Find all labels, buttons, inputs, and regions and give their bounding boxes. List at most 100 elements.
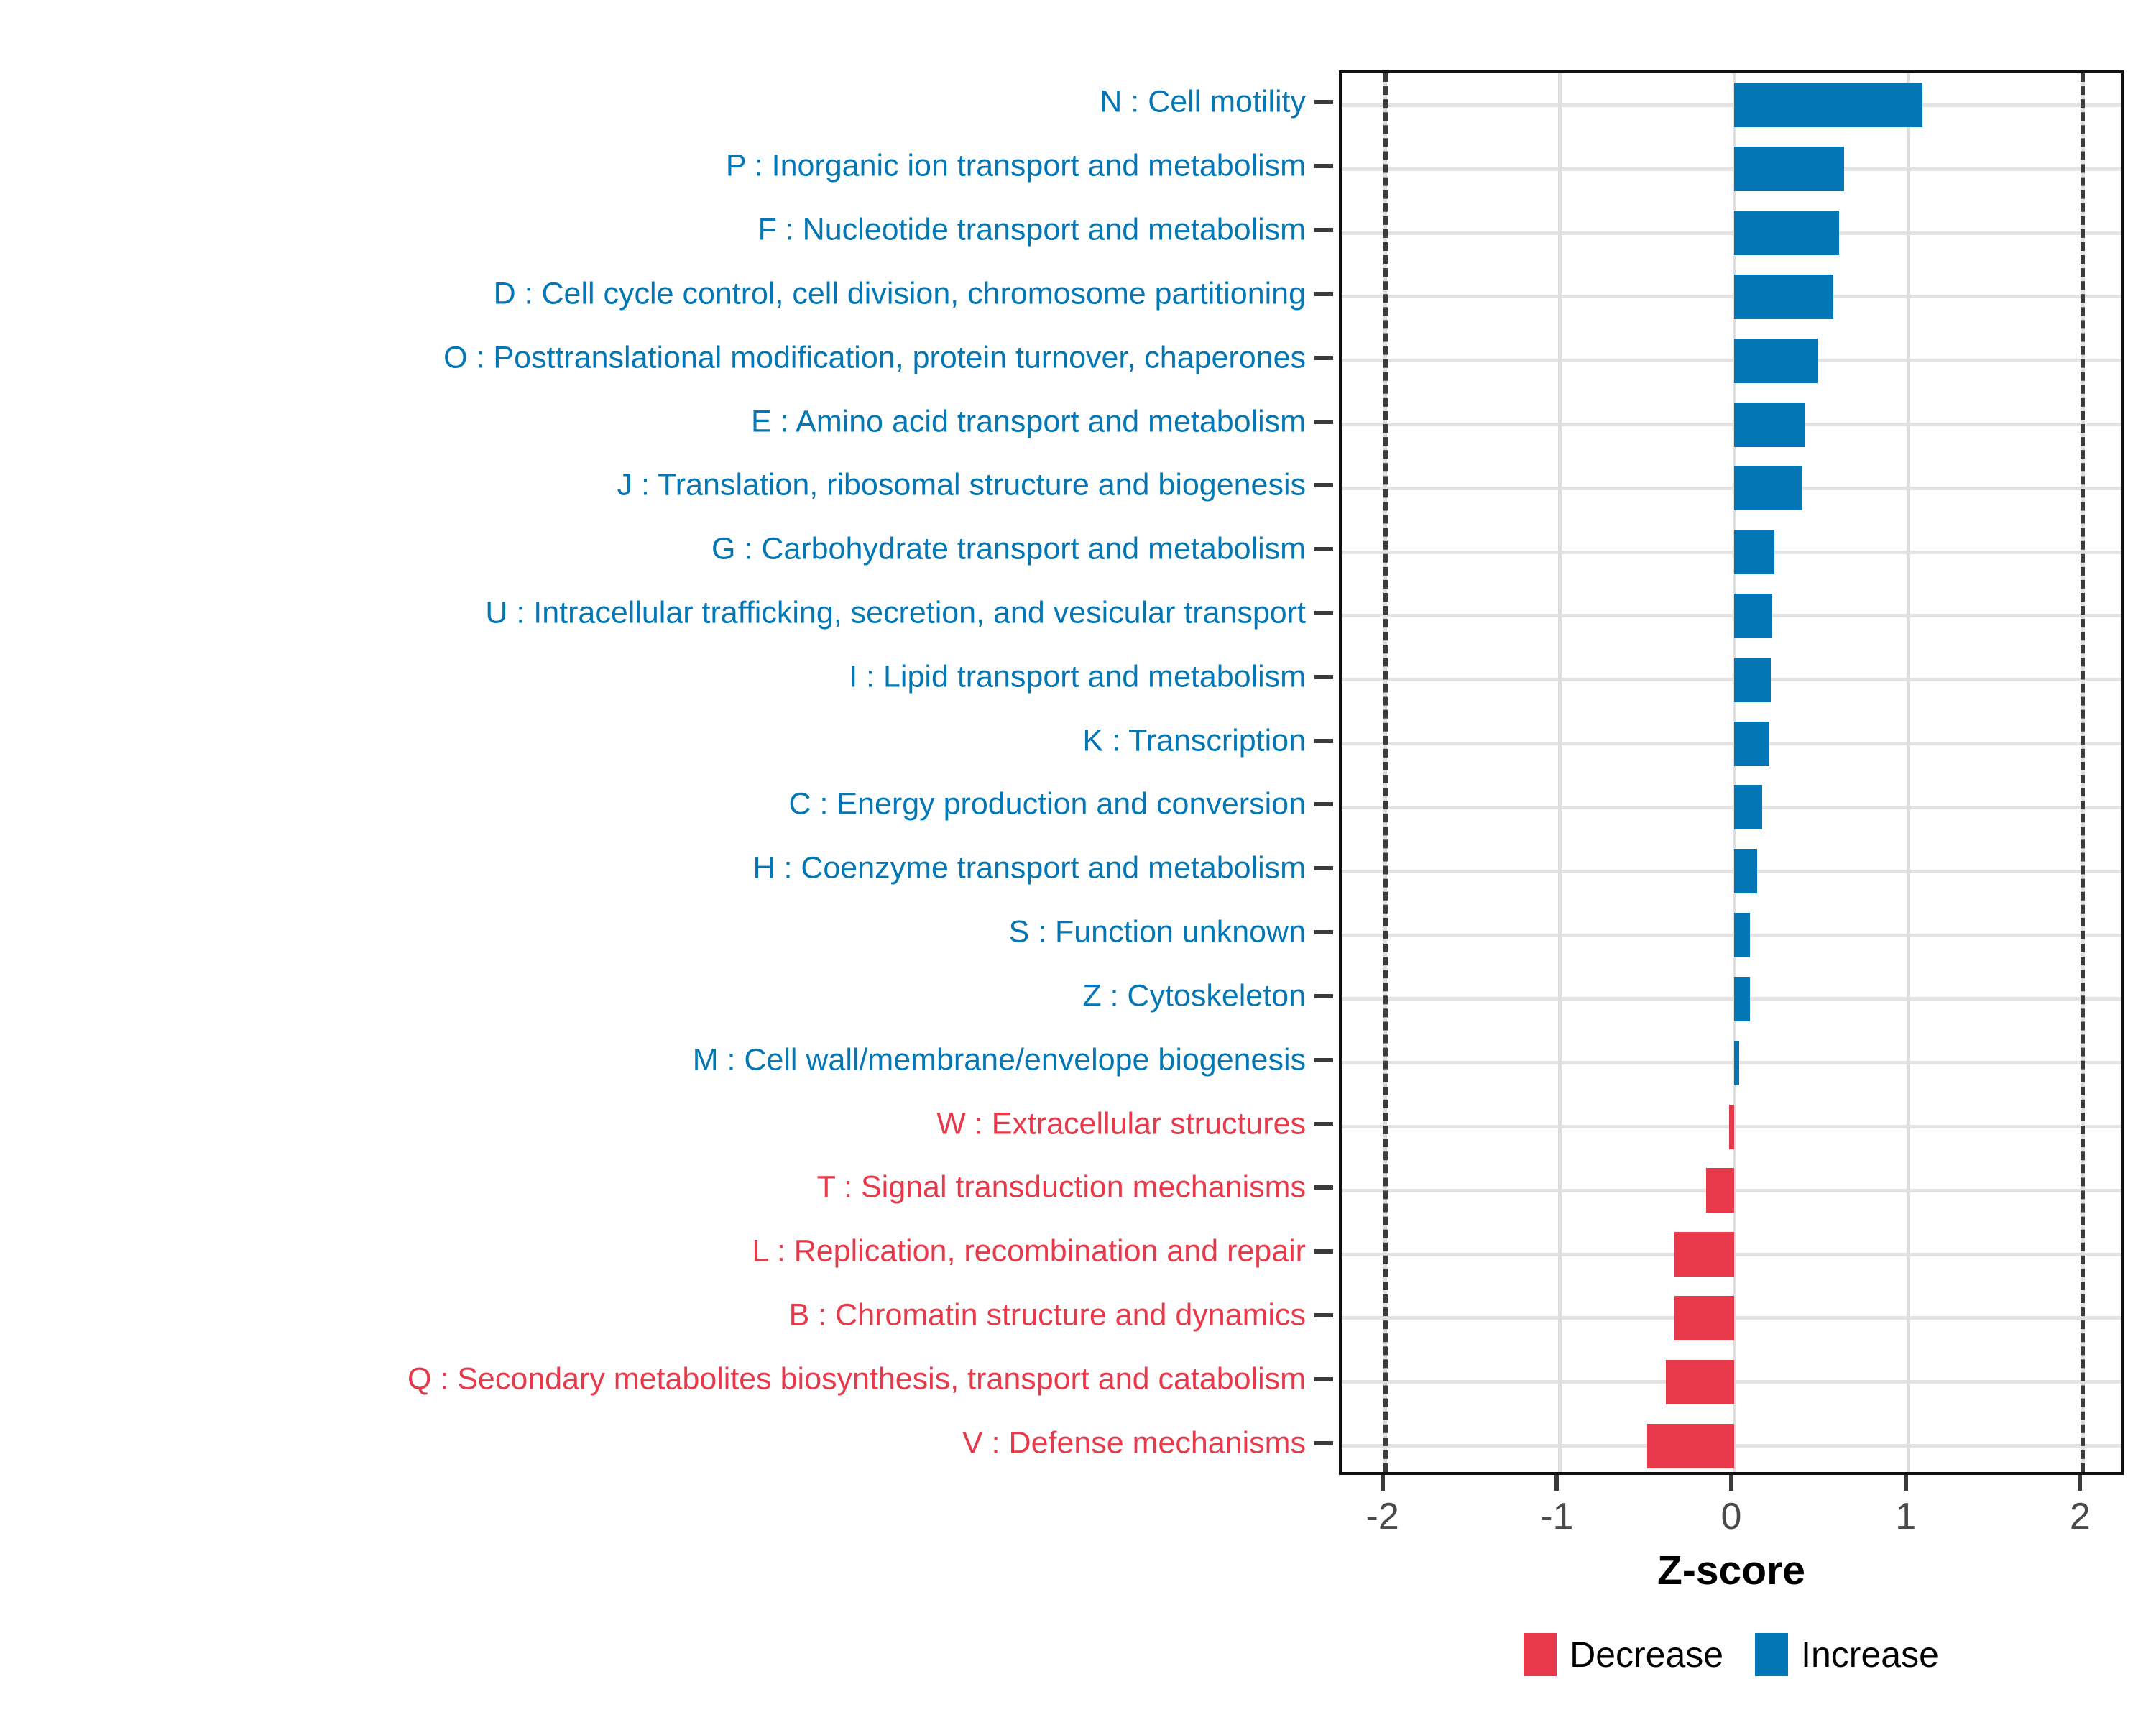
bar	[1734, 211, 1839, 256]
x-axis-tick	[2078, 1475, 2083, 1491]
y-axis-tick	[1314, 547, 1333, 552]
x-axis-tick-label: -2	[1365, 1496, 1399, 1537]
gridline-horizontal	[1342, 869, 2121, 873]
bar	[1734, 785, 1762, 830]
legend-label-decrease: Decrease	[1570, 1634, 1724, 1675]
x-axis-tick-label: 1	[1895, 1496, 1917, 1537]
x-axis-tick	[1903, 1475, 1908, 1491]
bar	[1734, 657, 1771, 702]
x-axis-title: Z-score	[1657, 1547, 1805, 1593]
y-axis-tick	[1314, 674, 1333, 679]
gridline-horizontal	[1342, 550, 2121, 554]
y-axis-tick	[1314, 993, 1333, 998]
bar	[1734, 402, 1806, 447]
gridline-vertical	[1732, 73, 1736, 1472]
y-axis-category-label: F : Nucleotide transport and metabolism	[757, 212, 1306, 247]
y-axis-category-label: H : Coenzyme transport and metabolism	[752, 850, 1306, 886]
y-axis-category-label: C : Energy production and conversion	[788, 786, 1306, 822]
y-axis-tick	[1314, 100, 1333, 105]
bar	[1734, 976, 1750, 1021]
gridline-horizontal	[1342, 742, 2121, 746]
x-axis-tick	[1729, 1475, 1733, 1491]
gridline-horizontal	[1342, 1061, 2121, 1065]
bar	[1734, 83, 1923, 128]
y-axis-category-label: W : Extracellular structures	[936, 1106, 1306, 1141]
y-axis-category-label: K : Transcription	[1082, 723, 1306, 758]
y-axis-category-label: I : Lipid transport and metabolism	[849, 659, 1306, 694]
x-axis-tick	[1380, 1475, 1385, 1491]
gridline-vertical	[1907, 73, 1911, 1472]
legend-item-decrease[interactable]: Decrease	[1524, 1633, 1723, 1676]
gridline-horizontal	[1342, 486, 2121, 490]
y-axis-tick	[1314, 1440, 1333, 1445]
y-axis-tick	[1314, 164, 1333, 169]
legend-label-increase: Increase	[1801, 1634, 1939, 1675]
plot-panel	[1339, 70, 2124, 1475]
gridline-horizontal	[1342, 359, 2121, 363]
y-axis-tick	[1314, 355, 1333, 360]
y-axis-tick	[1314, 1376, 1333, 1381]
bar	[1734, 147, 1844, 192]
bar	[1734, 721, 1769, 766]
bar	[1674, 1232, 1734, 1277]
threshold-line	[1383, 73, 1388, 1472]
y-axis-tick	[1314, 1312, 1333, 1317]
gridline-horizontal	[1342, 614, 2121, 618]
y-axis-category-label: U : Intracellular trafficking, secretion…	[485, 595, 1306, 630]
y-axis-tick	[1314, 419, 1333, 424]
gridline-horizontal	[1342, 678, 2121, 682]
bar	[1646, 1423, 1734, 1468]
x-axis-tick	[1554, 1475, 1560, 1491]
y-axis-tick	[1314, 610, 1333, 615]
threshold-line	[2081, 73, 2086, 1472]
bar	[1728, 1104, 1734, 1149]
y-axis-tick	[1314, 738, 1333, 743]
y-axis-category-label: B : Chromatin structure and dynamics	[788, 1297, 1306, 1333]
bar	[1734, 338, 1818, 383]
y-axis-category-label: D : Cell cycle control, cell division, c…	[493, 276, 1306, 311]
gridline-horizontal	[1342, 167, 2121, 171]
y-axis-category-label: Q : Secondary metabolites biosynthesis, …	[407, 1361, 1306, 1397]
y-axis-category-label: E : Amino acid transport and metabolism	[751, 404, 1306, 438]
y-axis-tick	[1314, 483, 1333, 488]
bar	[1666, 1359, 1734, 1404]
legend-item-increase[interactable]: Increase	[1755, 1633, 1939, 1676]
bar	[1734, 913, 1750, 958]
y-axis-tick	[1314, 1249, 1333, 1254]
y-axis-category-label: G : Carbohydrate transport and metabolis…	[711, 531, 1306, 566]
y-axis-tick	[1314, 1057, 1333, 1062]
bar	[1734, 530, 1774, 575]
y-axis-category-label: V : Defense mechanisms	[962, 1425, 1306, 1460]
y-axis-tick	[1314, 866, 1333, 871]
x-axis-tick-label: -1	[1540, 1496, 1574, 1537]
bar	[1706, 1168, 1734, 1213]
legend-swatch-decrease	[1524, 1633, 1557, 1676]
y-axis-category-label: M : Cell wall/membrane/envelope biogenes…	[692, 1042, 1306, 1077]
y-axis-category-label: J : Translation, ribosomal structure and…	[617, 467, 1306, 502]
gridline-horizontal	[1342, 103, 2121, 107]
bar	[1734, 466, 1802, 511]
y-axis-category-label: N : Cell motility	[1100, 84, 1306, 119]
y-axis-category-label: T : Signal transduction mechanisms	[816, 1169, 1306, 1205]
y-axis-tick	[1314, 802, 1333, 807]
chart-legend: Decrease Increase	[1339, 1633, 2124, 1676]
y-axis-tick	[1314, 228, 1333, 233]
y-axis-tick	[1314, 1185, 1333, 1190]
gridline-horizontal	[1342, 997, 2121, 1001]
y-axis-category-label: P : Inorganic ion transport and metaboli…	[725, 148, 1306, 183]
y-axis-tick	[1314, 930, 1333, 935]
bar	[1674, 1295, 1734, 1340]
y-axis-category-label: L : Replication, recombination and repai…	[752, 1233, 1306, 1269]
x-axis-tick-label: 0	[1720, 1496, 1742, 1537]
y-axis-labels: N : Cell motility P : Inorganic ion trans…	[0, 70, 1339, 1475]
gridline-horizontal	[1342, 295, 2121, 299]
gridline-horizontal	[1342, 231, 2121, 235]
bar	[1734, 593, 1773, 638]
y-axis-category-label: Z : Cytoskeleton	[1082, 978, 1306, 1013]
bar	[1734, 849, 1757, 894]
gridline-vertical	[1557, 73, 1562, 1472]
legend-swatch-increase	[1755, 1633, 1789, 1676]
gridline-horizontal	[1342, 933, 2121, 937]
bar	[1734, 274, 1834, 319]
